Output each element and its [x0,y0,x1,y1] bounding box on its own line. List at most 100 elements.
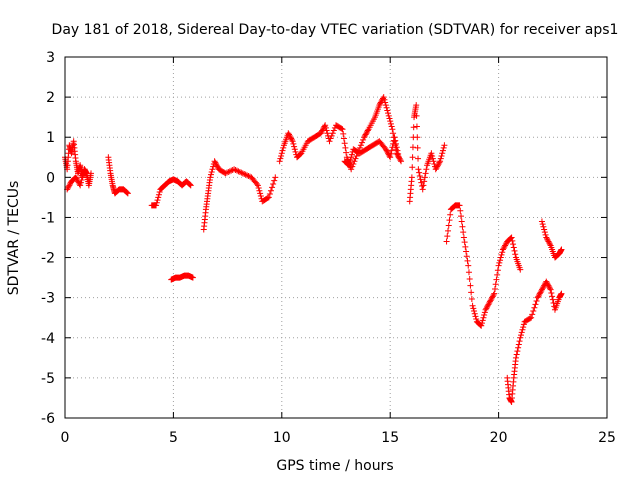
y-axis-ticks: -6 -5 -4 -3 -2 -1 0 1 2 3 [41,50,607,427]
data-point [487,297,494,304]
data-point [512,251,519,258]
data-point [494,267,501,274]
data-point [544,237,551,244]
series-segment-16-17.5h [406,102,448,205]
data-point [327,135,334,142]
data-point [417,176,424,183]
data-point [500,245,507,252]
data-point [124,189,131,196]
data-point [321,123,328,130]
data-point [394,147,401,154]
data-point [447,211,454,218]
data-point [457,207,464,214]
data-point [387,120,394,127]
data-point [291,146,298,153]
data-point [471,308,478,315]
data-point [264,195,271,202]
data-point [232,166,239,173]
data-point [545,238,552,245]
data-point [415,166,422,173]
data-point [391,134,398,141]
data-point [291,143,298,150]
series-segment-6.5h [200,158,279,233]
data-point [225,168,232,175]
y-tick-label: -1 [41,210,55,226]
data-point [347,156,354,163]
data-point [211,158,218,165]
data-point [236,168,243,175]
data-point [438,152,445,159]
data-point [510,244,517,251]
data-point [430,158,437,165]
data-point [242,171,249,178]
data-point [288,135,295,142]
data-point [460,229,467,236]
data-point [267,187,274,194]
data-point [385,110,392,117]
x-tick-label: 0 [61,430,70,446]
data-point [458,213,465,220]
data-point [502,242,509,249]
data-point [540,223,547,230]
data-point [481,312,488,319]
data-point [288,136,295,143]
data-point [155,194,162,201]
y-tick-label: -2 [41,251,55,267]
y-tick-label: -5 [41,371,55,387]
data-point [392,137,399,144]
data-point [434,163,441,170]
data-point [388,147,395,154]
data-point [491,285,498,292]
data-point [292,148,299,155]
data-point [209,166,216,173]
data-point [542,231,549,238]
data-point [543,278,550,285]
data-point [493,276,500,283]
y-tick-label: -6 [41,411,55,427]
y-tick-label: -3 [41,291,55,307]
data-point [461,239,468,246]
data-point [439,150,446,157]
data-point [465,262,472,269]
data-point [548,289,555,296]
data-point [436,159,443,166]
data-point [512,354,519,361]
data-point [322,122,329,129]
data-point [65,183,72,190]
data-point [416,169,423,176]
data-point [76,181,83,188]
data-point [340,130,347,137]
data-point [383,147,390,154]
data-point [478,320,485,327]
data-point [378,98,385,105]
data-point [460,234,467,241]
data-point [187,182,194,189]
data-point [498,251,505,258]
data-point [207,174,214,181]
data-point [536,290,543,297]
data-point [510,241,517,248]
data-point [326,138,333,145]
data-point [541,229,548,236]
data-point [64,185,71,192]
data-point [432,166,439,173]
y-tick-label: 1 [46,130,55,146]
data-point [385,112,392,119]
data-point [207,171,214,178]
data-point [253,181,260,188]
data-point [463,248,470,255]
data-point [380,94,387,101]
data-point [290,140,297,147]
data-point [415,155,422,162]
data-point [446,217,453,224]
data-point [489,294,496,301]
data-point [352,155,359,162]
y-tick-label: -4 [41,331,55,347]
data-point [480,314,487,321]
data-point [544,235,551,242]
data-point [509,237,516,244]
data-point [285,130,292,137]
data-point [387,118,394,125]
data-point [530,308,537,315]
data-point [387,154,394,161]
